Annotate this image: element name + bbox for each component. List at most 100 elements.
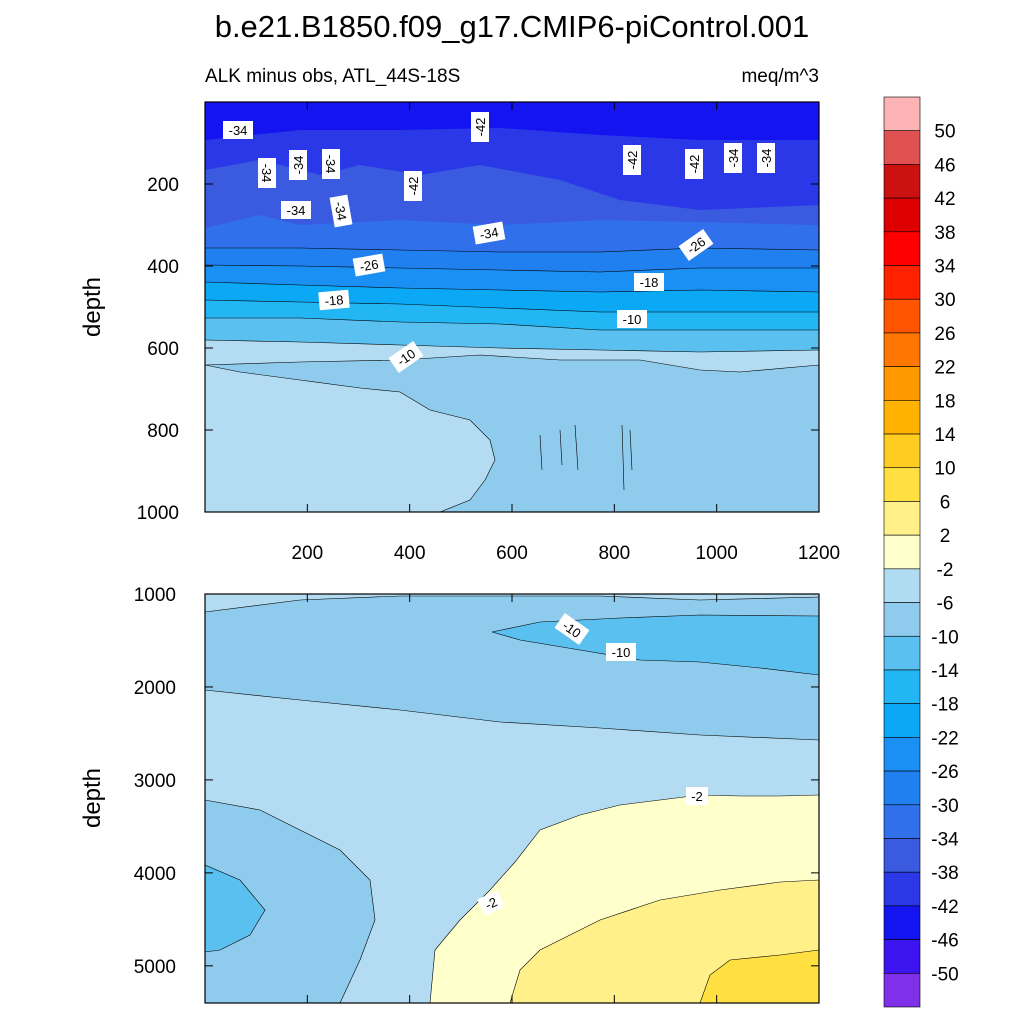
colorbar-swatch [883,972,921,1008]
colorbar-swatch [883,534,921,570]
contour-label: -34 [289,150,307,180]
lower-y-axis: 1000 2000 3000 4000 5000 [134,585,819,978]
colorbar-label: -26 [931,762,958,783]
colorbar-label: 30 [934,290,955,311]
upper-y-tick-label: 800 [147,421,179,442]
upper-x-tick-label: 200 [291,543,323,564]
colorbar-label: 26 [934,324,955,345]
lower-y-axis-label: depth [79,768,106,828]
upper-y-tick-label: 600 [147,339,179,360]
colorbar-label: -18 [931,695,958,716]
colorbar-swatch [883,298,921,334]
contour-label: -34 [223,121,253,139]
contour-label-bg [388,341,424,373]
contour-label-bg [757,143,775,173]
contour-label-bg [685,149,703,179]
contour-label: -34 [258,158,276,188]
colorbar-label: -6 [937,594,954,615]
upper-x-tick-label: 1000 [696,543,738,564]
colorbar-swatch [883,164,921,199]
contour-label-text: -42 [473,118,488,137]
colorbar-swatch [883,130,921,165]
contour-label-text: -26 [359,256,380,274]
upper-y-axis: 200 400 600 800 1000 [137,175,819,524]
contour-label-text: -34 [291,156,306,175]
contour-label: -34 [757,143,775,173]
contour-label: -34 [281,201,311,219]
upper-x-tick-label: 600 [496,543,528,564]
colorbar-label: -22 [931,728,958,749]
contour-label: -34 [322,149,340,179]
colorbar-label: -2 [937,560,954,581]
upper-x-tick-label: 400 [394,543,426,564]
colorbar-swatch [883,568,921,603]
upper-y-tick-label: 1000 [137,503,179,524]
contour-label: -10 [554,613,590,645]
colorbar-swatch [883,838,921,873]
contour-label-text: -34 [479,224,500,242]
contour-label-bg [623,145,641,175]
contour-label-text: -2 [483,894,500,912]
colorbar-swatch [883,197,921,233]
colorbar-label: 6 [940,492,951,513]
contour-label-bg [281,201,311,219]
contour-label-bg [352,253,386,277]
colorbar-label: 2 [940,526,951,547]
contour-label-text: -34 [331,201,349,222]
contour-label-bg [606,643,636,661]
subtitle-left: ALK minus obs, ATL_44S-18S [205,66,460,87]
colorbar-swatch [883,602,921,637]
lower-y-tick-label: 4000 [134,864,176,885]
colorbar-label: 34 [934,257,956,278]
contour-label-text: -2 [691,789,703,804]
contour-label: -42 [623,145,641,175]
upper-y-axis-label: depth [79,277,106,337]
contour-label-bg [258,158,276,188]
contour-label-bg [678,229,714,261]
contour-label-text: -34 [759,149,774,168]
contour-label: -2 [477,890,505,916]
upper-x-axis: 200 400 600 800 1000 1200 [291,102,840,564]
contour-label-text: -10 [612,645,631,660]
contour-label: -42 [685,149,703,179]
colorbar-swatch [883,804,921,839]
colorbar-swatch [883,770,921,806]
contour-label: -34 [472,221,506,245]
lower-y-tick-label: 5000 [134,957,176,978]
chart-title: b.e21.B1850.f09_g17.CMIP6-piControl.001 [215,9,810,44]
colorbar-swatch [883,96,921,132]
contour-label-bg [289,150,307,180]
colorbar-label: 22 [934,358,955,379]
contour-label-bg [322,149,340,179]
colorbar [883,96,921,1008]
contour-label: -34 [329,194,353,228]
contour-label: -34 [724,143,742,173]
colorbar-label: -46 [931,931,958,952]
contour-label-text: -10 [623,312,642,327]
colorbar-label: -14 [931,661,959,682]
colorbar-label: 42 [934,189,955,210]
colorbar-swatch [883,871,921,907]
upper-panel-plot [205,102,819,512]
upper-y-tick-label: 200 [147,175,179,196]
colorbar-swatch [883,635,921,671]
lower-y-tick-label: 1000 [134,585,176,606]
band-minus10-minus6 [205,355,819,512]
colorbar-label: -38 [931,863,958,884]
contour-label-text: -18 [640,275,659,290]
upper-x-tick-label: 800 [598,543,630,564]
colorbar-label: 10 [934,459,955,480]
contour-label-bg [471,112,489,142]
colorbar-swatch [883,467,921,502]
contour-label-bg [329,194,353,228]
contour-label-bg [404,171,422,201]
contour-label-text: -34 [287,203,306,218]
colorbar-label: 46 [934,155,955,176]
contour-label-bg [477,890,505,916]
lower-contour-labels: -10 -10 -2 -2 [477,613,708,916]
colorbar-label: -34 [931,829,959,850]
contour-label-text: -18 [324,292,344,309]
colorbar-label: -10 [931,627,958,648]
contour-label-bg [223,121,253,139]
